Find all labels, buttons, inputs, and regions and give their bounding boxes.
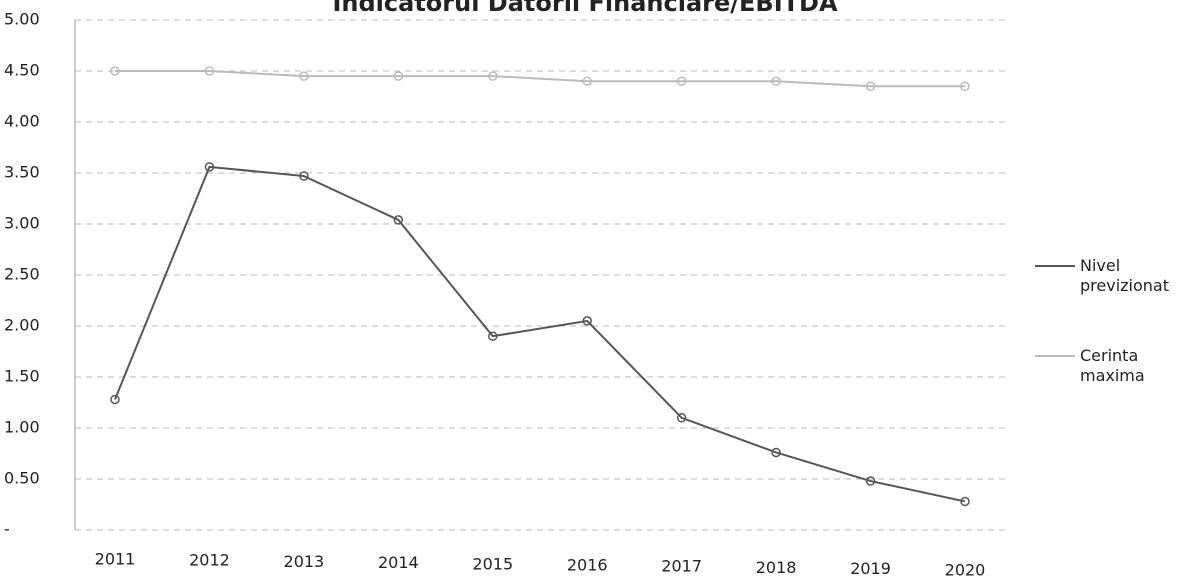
point-marker	[582, 76, 592, 86]
point-marker	[582, 316, 592, 326]
point-marker	[488, 71, 498, 81]
chart-title: Indicatorul Datorii Financiare/EBITDA	[332, 0, 837, 17]
point-marker	[960, 81, 970, 92]
x-tick-label: 2018	[756, 558, 797, 577]
point-marker	[960, 496, 970, 507]
point-marker	[771, 76, 781, 86]
point-marker	[204, 66, 215, 76]
x-tick-label: 2016	[567, 556, 608, 575]
point-marker	[299, 71, 309, 81]
point-marker	[865, 81, 876, 92]
x-tick-label: 2011	[95, 550, 136, 569]
point-marker	[488, 331, 498, 341]
y-tick-label: 5.00	[4, 10, 40, 29]
x-tick-label: 2014	[378, 553, 419, 572]
x-tick-label: 2015	[472, 554, 513, 573]
x-tick-label: 2013	[284, 552, 325, 571]
y-tick-label: 4.50	[4, 61, 40, 80]
y-tick-label: 0.50	[4, 469, 40, 488]
point-marker	[676, 76, 687, 86]
y-tick-label: 3.00	[4, 214, 40, 233]
point-marker	[204, 162, 215, 172]
point-marker	[393, 215, 404, 225]
y-tick-label: -	[4, 520, 10, 539]
series-line	[114, 165, 966, 503]
point-marker	[110, 394, 120, 405]
x-tick-label: 2017	[661, 557, 702, 576]
y-tick-label: 2.00	[4, 316, 40, 335]
point-marker	[299, 171, 309, 181]
point-marker	[771, 447, 781, 458]
point-marker	[393, 71, 404, 81]
legend-label: Cerinta maxima	[1080, 346, 1145, 385]
y-tick-label: 1.00	[4, 418, 40, 437]
x-tick-label: 2020	[945, 560, 986, 579]
y-tick-label: 1.50	[4, 367, 40, 386]
y-tick-label: 2.50	[4, 265, 40, 284]
point-marker	[865, 476, 876, 486]
y-tick-label: 4.00	[4, 112, 40, 131]
point-marker	[676, 413, 687, 423]
point-marker	[110, 66, 120, 76]
x-tick-label: 2019	[850, 559, 891, 578]
series-line	[115, 70, 965, 88]
x-tick-label: 2012	[189, 551, 230, 570]
legend-label: Nivel previzionat	[1080, 256, 1169, 295]
y-tick-label: 3.50	[4, 163, 40, 182]
